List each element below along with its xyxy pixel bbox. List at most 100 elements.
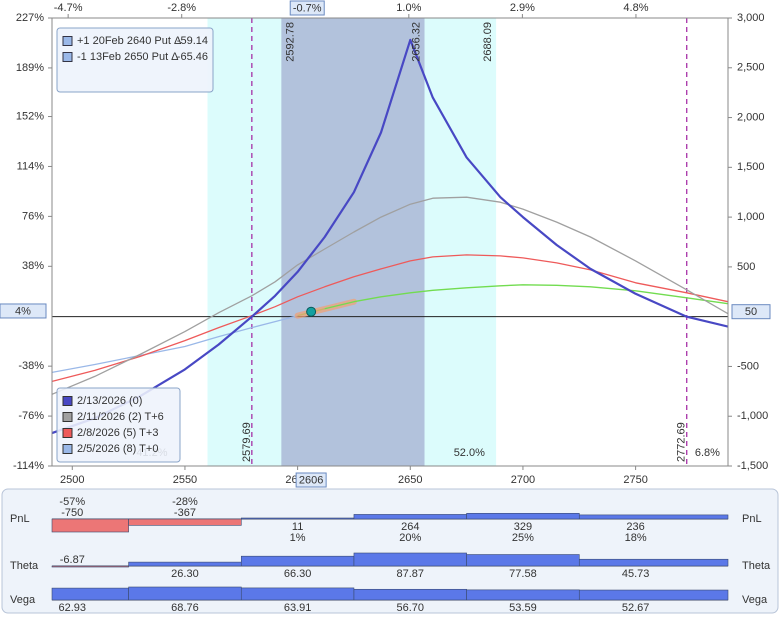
- legend-label: 2/5/2026 (8) T+0: [77, 443, 158, 455]
- x2-tick-label: 1.0%: [396, 2, 421, 14]
- greek-bar: [353, 514, 467, 520]
- current-pct: 4%: [15, 305, 31, 317]
- x-tick-label: 2500: [60, 474, 84, 486]
- current-change-box: [289, 0, 325, 16]
- position-swatch: [62, 36, 73, 46]
- y2-tick-label: 76%: [22, 210, 44, 222]
- pnl-line: [52, 315, 298, 374]
- probability-label: 6.8%: [695, 447, 720, 459]
- x2-tick-label: -4.7%: [54, 2, 83, 14]
- greek-label: -6.87: [60, 554, 85, 566]
- y-tick-label: 500: [737, 261, 755, 273]
- greek-bar: [128, 561, 242, 567]
- greek-bar: [353, 552, 467, 567]
- price-band: [281, 18, 425, 466]
- band-edge-label: 2656.32: [410, 22, 422, 62]
- greek-bar: [51, 518, 129, 533]
- x2-tick-label: -2.8%: [167, 2, 196, 14]
- x2-tick-label: 4.8%: [623, 2, 648, 14]
- position-delta: -65.46: [177, 51, 208, 63]
- legend-label: 2/13/2026 (0): [77, 395, 142, 407]
- y2-tick-label: 114%: [17, 160, 45, 172]
- row-name: Theta: [10, 560, 39, 572]
- pnl-line: [324, 284, 728, 310]
- y2-tick-label: -38%: [18, 360, 44, 372]
- greek-label: 62.93: [59, 602, 87, 614]
- current-price-box: [295, 472, 327, 488]
- y2-tick-label: 152%: [16, 110, 44, 122]
- greek-label: 63.91: [284, 602, 312, 614]
- greek-bar: [578, 558, 729, 567]
- row-name: PnL: [742, 513, 762, 525]
- greek-label: 1%: [290, 532, 306, 544]
- position-label: +1 20Feb 2640 Put Δ: [77, 35, 182, 47]
- greek-label: 20%: [399, 532, 421, 544]
- y-tick-label: -1,000: [737, 410, 768, 422]
- greek-bar: [240, 517, 355, 520]
- greek-bar: [51, 565, 129, 568]
- greek-label: 264: [401, 521, 419, 533]
- y-tick-label: -500: [737, 360, 759, 372]
- row-name: Theta: [742, 560, 771, 572]
- plot-frame: [51, 17, 729, 467]
- x-tick-label: 2650: [398, 474, 422, 486]
- y2-tick-label: 38%: [22, 260, 44, 272]
- greek-label: 68.76: [171, 602, 199, 614]
- positions-box: [56, 27, 214, 93]
- greek-label: 77.58: [509, 568, 537, 580]
- greek-label: -367: [174, 507, 196, 519]
- greek-bar: [353, 588, 467, 601]
- greek-bar: [51, 587, 129, 601]
- current-pnl: 50: [745, 306, 757, 318]
- greek-label: 26.30: [171, 568, 199, 580]
- band-edge-label: 2592.78: [284, 22, 296, 62]
- row-name: Vega: [742, 594, 768, 606]
- current-change: -0.7%: [293, 2, 322, 14]
- pnl-line: [52, 38, 728, 435]
- legend-swatch: [62, 428, 73, 438]
- y-tick-label: -1,500: [737, 460, 768, 472]
- greek-label: 236: [626, 521, 644, 533]
- y2-tick-label: -76%: [18, 410, 44, 422]
- greek-label: 66.30: [284, 568, 312, 580]
- greek-label: 53.59: [509, 602, 537, 614]
- legend-box: [56, 387, 181, 463]
- greek-bar: [240, 555, 355, 567]
- current-price: 2606: [299, 474, 323, 486]
- band-edge-label: 2688.09: [482, 22, 494, 62]
- current-point: [306, 306, 317, 317]
- legend-label: 2/11/2026 (2) T+6: [77, 411, 164, 423]
- y-tick-label: 3,000: [737, 12, 765, 24]
- greek-label: 25%: [512, 532, 534, 544]
- current-pnl-box: [731, 304, 771, 320]
- x-tick-label: 2750: [623, 474, 647, 486]
- greek-label: -57%: [59, 496, 85, 508]
- pnl-line: [52, 254, 728, 383]
- y2-tick-label: -114%: [13, 460, 44, 472]
- greek-bar: [578, 514, 729, 520]
- probability-label: 52.0%: [454, 447, 485, 459]
- y-tick-label: 1,000: [737, 211, 765, 223]
- current-pct-box: [0, 303, 47, 319]
- greek-bar: [466, 589, 580, 601]
- greek-bar: [128, 518, 242, 526]
- greek-label: -28%: [172, 496, 198, 508]
- greek-label: 52.67: [622, 602, 650, 614]
- legend-swatch: [62, 412, 73, 422]
- y2-tick-label: 189%: [16, 62, 44, 74]
- greek-bar: [578, 589, 729, 601]
- y-tick-label: 1,500: [737, 161, 765, 173]
- greek-label: 329: [514, 521, 532, 533]
- y2-tick-label: 227%: [16, 12, 44, 24]
- plot-area: [52, 18, 728, 466]
- greek-bar: [128, 586, 242, 601]
- x-tick-label: 2700: [511, 474, 535, 486]
- greek-label: 11: [292, 521, 303, 533]
- y-tick-label: 2,000: [737, 111, 765, 123]
- position-swatch: [62, 52, 73, 62]
- x-tick-label: 2550: [173, 474, 197, 486]
- greek-bar: [466, 512, 580, 520]
- breakeven-label: 2579.69: [241, 422, 253, 462]
- row-name: PnL: [10, 513, 30, 525]
